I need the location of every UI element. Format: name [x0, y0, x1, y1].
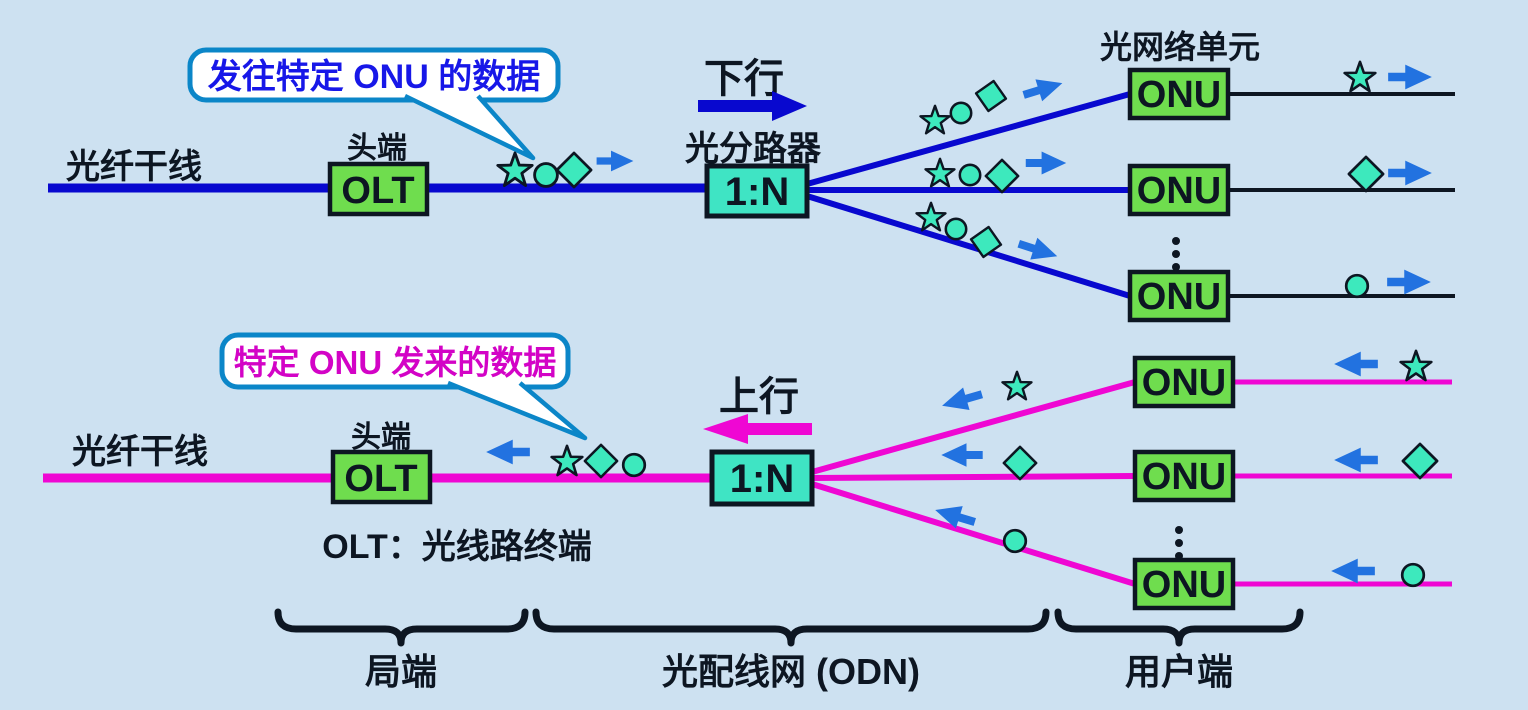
onu-box-upstream-1: [1132, 355, 1236, 409]
splitter-box-downstream-label: 1:N: [725, 170, 789, 214]
footer-office-label: 局端: [365, 651, 437, 692]
downstream-callout-text: 发往特定 ONU 的数据: [208, 58, 540, 96]
splitter-caption-downstream: 光分路器: [685, 130, 822, 168]
trunk-label-upstream: 光纤干线: [72, 433, 208, 471]
circle-symbol: [533, 162, 559, 188]
downstream-direction-arrow: [698, 91, 807, 121]
headend-label-downstream: 头端: [347, 132, 407, 165]
onu-box-upstream-2-label: ONU: [1142, 456, 1226, 498]
upstream-direction-arrow: [703, 414, 812, 444]
splitter-box-downstream: [704, 163, 810, 219]
headend-label-upstream: 头端: [351, 421, 411, 454]
onu-box-upstream-3: [1132, 557, 1236, 611]
brace-odn: [532, 608, 1050, 647]
upstream-direction-label: 上行: [719, 375, 799, 419]
onu-box-upstream-3-label: ONU: [1142, 564, 1226, 606]
onu-box-downstream-2: [1127, 163, 1231, 217]
ellipsis-dots-upstream: [1175, 526, 1183, 560]
onu-box-upstream-2: [1132, 449, 1236, 503]
brace-user: [1054, 608, 1304, 647]
olt-box-downstream: [327, 161, 430, 217]
splitter-box-upstream: [709, 449, 815, 507]
circle-symbol: [621, 452, 647, 478]
footer-user-label: 用户端: [1125, 651, 1233, 692]
upstream-callout-bubble: [219, 332, 571, 390]
upstream-branch-line-2: [811, 473, 1136, 481]
downstream-branch-line-1: [806, 91, 1131, 187]
onu-box-downstream-3: [1127, 269, 1231, 323]
footer-odn-label: 光配线网 (ODN): [662, 651, 920, 692]
olt-box-upstream-label: OLT: [344, 458, 417, 500]
ellipsis-dots-downstream: [1172, 237, 1180, 271]
circle-symbol: [944, 217, 968, 241]
circle-symbol: [1002, 528, 1028, 554]
upstream-branch-line-1: [811, 379, 1136, 475]
trunk-label-downstream: 光纤干线: [66, 148, 202, 186]
upstream-branch-line-3: [811, 481, 1136, 587]
onu-box-downstream-1-label: ONU: [1137, 74, 1221, 116]
upstream-callout-text: 特定 ONU 发来的数据: [234, 344, 557, 381]
onu-box-downstream-2-label: ONU: [1137, 170, 1221, 212]
onu-box-downstream-3-label: ONU: [1137, 276, 1221, 318]
downstream-callout-tail: [404, 93, 536, 161]
olt-box-upstream: [330, 449, 433, 505]
olt-definition-text: OLT：光线路终端: [322, 528, 591, 566]
circle-symbol: [949, 101, 973, 125]
circle-symbol: [1344, 273, 1370, 299]
upstream-callout-tail: [447, 380, 588, 441]
onu-box-downstream-1: [1127, 67, 1231, 121]
brace-office: [274, 608, 529, 647]
onu-group-label: 光网络单元: [1100, 29, 1260, 65]
splitter-box-upstream-label: 1:N: [730, 457, 794, 501]
onu-box-upstream-1-label: ONU: [1142, 362, 1226, 404]
downstream-callout-bubble: [187, 47, 561, 103]
circle-symbol: [958, 163, 982, 187]
downstream-direction-label: 下行: [704, 57, 784, 101]
circle-symbol: [1400, 562, 1426, 588]
downstream-branch-line-3: [806, 193, 1131, 299]
olt-box-downstream-label: OLT: [341, 170, 414, 212]
